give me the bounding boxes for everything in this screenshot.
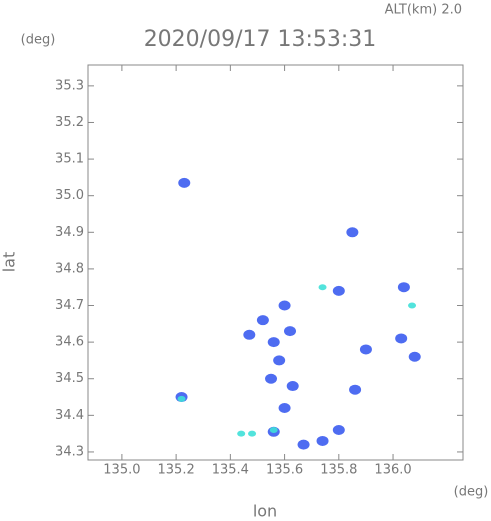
radar-echo (349, 384, 362, 395)
y-tick-label: 34.5 (55, 371, 84, 386)
x-tick-label: 135.4 (212, 463, 249, 478)
radar-echo (237, 430, 246, 437)
radar-echo (267, 337, 280, 348)
radar-echo (397, 282, 410, 293)
y-tick-label: 34.7 (55, 298, 84, 313)
chart-title: 2020/09/17 13:53:31 (144, 27, 377, 52)
y-tick-label: 34.9 (55, 225, 84, 240)
x-tick-label: 135.2 (158, 463, 195, 478)
radar-echo (284, 326, 297, 337)
y-unit: (deg) (21, 33, 56, 48)
x-tick-label: 135.0 (103, 463, 140, 478)
radar-echo (265, 373, 278, 384)
radar-echo (243, 329, 256, 340)
radar-echo (178, 177, 191, 188)
y-tick-label: 35.0 (55, 188, 84, 203)
radar-echo (332, 285, 345, 296)
radar-echo (408, 302, 417, 309)
y-tick-label: 35.3 (55, 78, 84, 93)
y-axis-label: lat (0, 252, 19, 273)
radar-echo (395, 333, 408, 344)
y-tick-label: 34.8 (55, 261, 84, 276)
x-tick-label: 135.8 (320, 463, 357, 478)
radar-echo (318, 284, 327, 291)
y-tick-label: 34.6 (55, 335, 84, 350)
plot-frame (87, 64, 464, 461)
radar-echo (256, 315, 269, 326)
radar-echo (408, 351, 421, 362)
radar-echo (332, 424, 345, 435)
x-tick-label: 135.6 (266, 463, 303, 478)
radar-echo (359, 344, 372, 355)
y-tick-label: 34.3 (55, 444, 84, 459)
y-tick-label: 35.1 (55, 152, 84, 167)
x-tick-label: 136.0 (374, 463, 411, 478)
radar-echo (278, 300, 291, 311)
radar-echo (346, 227, 359, 238)
radar-echo (248, 430, 257, 437)
radar-echo (286, 381, 299, 392)
radar-echo (278, 403, 291, 414)
radar-echo (273, 355, 286, 366)
radar-echo (297, 439, 310, 450)
y-tick-label: 35.2 (55, 115, 84, 130)
y-tick-label: 34.4 (55, 408, 84, 423)
x-axis-label: lon (253, 502, 277, 521)
x-unit: (deg) (454, 485, 489, 500)
radar-echo (269, 426, 278, 433)
radar-echo (316, 435, 329, 446)
subtitle: ALT(km) 2.0 (385, 3, 462, 18)
radar-echo (177, 395, 186, 402)
